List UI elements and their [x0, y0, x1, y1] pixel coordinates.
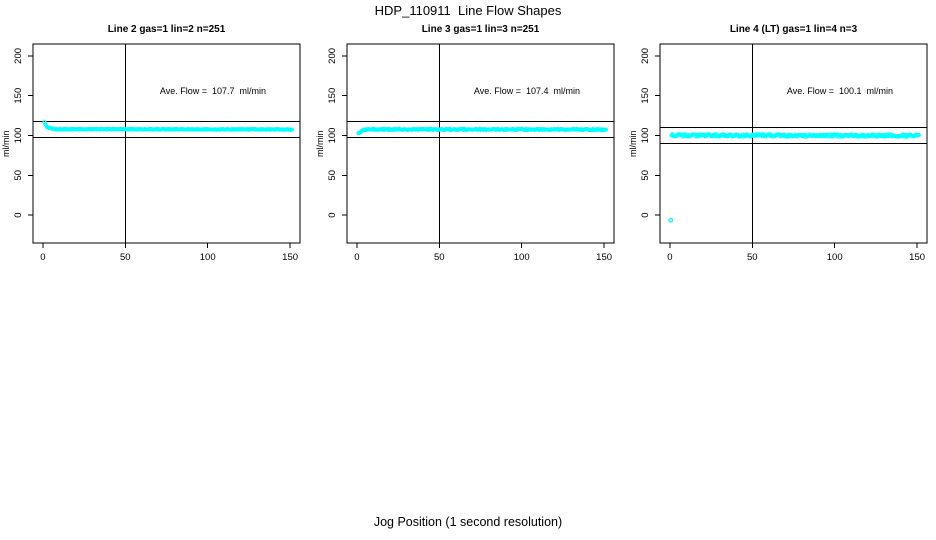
data-point	[289, 127, 294, 132]
y-tick-label: 200	[327, 48, 338, 64]
outlier-point	[668, 217, 674, 223]
y-tick-label: 100	[13, 128, 24, 144]
y-tick-label: 100	[327, 128, 338, 144]
panel3-ave-flow-annotation: Ave. Flow = 100.1 ml/min	[786, 86, 894, 96]
x-tick-label: 50	[434, 252, 445, 263]
scatter-points	[42, 120, 294, 132]
y-tick-label: 150	[640, 88, 651, 104]
y-tick-label: 150	[327, 88, 338, 104]
x-tick-label: 0	[40, 252, 45, 263]
scatter-points	[356, 126, 608, 136]
x-tick-label: 100	[827, 252, 843, 263]
data-point	[603, 127, 608, 132]
y-tick-label: 0	[13, 212, 24, 217]
y-tick-label: 200	[13, 48, 24, 64]
y-tick-label: 150	[13, 88, 24, 104]
x-tick-label: 0	[354, 252, 359, 263]
x-tick-label: 0	[667, 252, 672, 263]
panel2-plot: 0 50 100 150 0 50 100 150 200	[327, 43, 615, 263]
x-tick-label: 50	[747, 252, 758, 263]
y-tick-label: 50	[327, 170, 338, 181]
panel2-ave-flow-annotation: Ave. Flow = 107.4 ml/min	[473, 86, 581, 96]
y-tick-label: 0	[640, 212, 651, 217]
x-tick-label: 100	[514, 252, 530, 263]
panel3-plot: 0 50 100 150 0 50 100 150 200	[640, 43, 928, 263]
axis-box	[32, 43, 301, 244]
y-tick-label: 50	[640, 170, 651, 181]
x-tick-label: 150	[282, 252, 298, 263]
x-axis-label: Jog Position (1 second resolution)	[373, 515, 563, 529]
x-tick-label: 150	[596, 252, 612, 263]
panel1-plot: 0 50 100 150 0 50 100 150 200	[13, 43, 301, 263]
y-tick-label: 50	[13, 170, 24, 181]
panel2-title: Line 3 gas=1 lin=3 n=251	[421, 24, 540, 35]
x-tick-label: 150	[909, 252, 925, 263]
y-tick-label: 100	[640, 128, 651, 144]
panel1-ave-flow-annotation: Ave. Flow = 107.7 ml/min	[159, 86, 267, 96]
axis-box	[659, 43, 928, 244]
main-title: HDP_110911 Line Flow Shapes	[374, 3, 562, 18]
y-tick-label: 200	[640, 48, 651, 64]
x-tick-label: 50	[120, 252, 131, 263]
panel3-title: Line 4 (LT) gas=1 lin=4 n=3	[729, 24, 858, 35]
panel1-title: Line 2 gas=1 lin=2 n=251	[107, 24, 226, 35]
data-point	[916, 133, 921, 138]
axis-box	[346, 43, 615, 244]
y-tick-label: 0	[327, 212, 338, 217]
scatter-points	[668, 132, 921, 223]
x-tick-label: 100	[200, 252, 216, 263]
